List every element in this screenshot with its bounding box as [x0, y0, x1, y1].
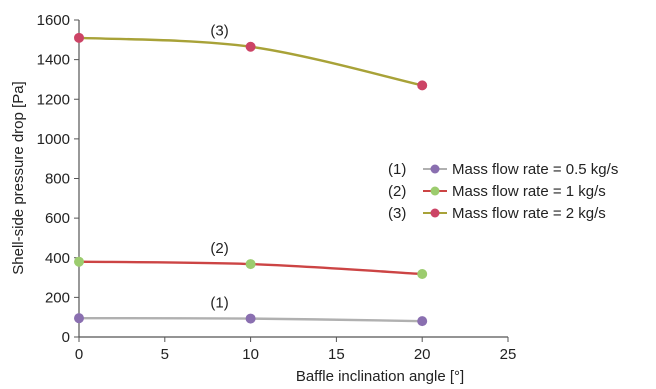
y-tick-label: 1000 [37, 131, 70, 148]
x-ticks: 0 5 10 15 20 25 [75, 337, 517, 363]
legend-label: Mass flow rate = 2 kg/s [452, 205, 606, 222]
series-tag: (1) [210, 295, 228, 312]
data-point [417, 268, 428, 279]
x-tick-label: 0 [75, 346, 83, 363]
axes [78, 20, 508, 338]
y-tick-label: 1200 [37, 91, 70, 108]
y-tick-label: 200 [45, 289, 70, 306]
data-point [245, 313, 256, 324]
y-axis-title: Shell-side pressure drop [Pa] [10, 81, 27, 274]
legend-label: Mass flow rate = 1 kg/s [452, 183, 606, 200]
legend-tag: (2) [388, 183, 406, 200]
data-point [245, 41, 256, 52]
y-tick-label: 1400 [37, 52, 70, 69]
legend-swatch-marker [430, 208, 440, 218]
x-axis-title: Baffle inclination angle [°] [296, 368, 464, 385]
y-tick-label: 800 [45, 171, 70, 188]
series-tags: (1) (2) (3) [210, 23, 228, 312]
y-ticks: 0 200 400 600 800 1000 1200 1400 1600 [37, 12, 79, 346]
legend-swatch-marker [430, 186, 440, 196]
y-tick-label: 400 [45, 250, 70, 267]
data-point [74, 313, 84, 324]
legend-tag: (3) [388, 205, 406, 222]
series-tag: (2) [210, 240, 228, 257]
series-tag: (3) [210, 23, 228, 40]
data-point [74, 256, 84, 267]
legend-tag: (1) [388, 161, 406, 178]
legend: (1) Mass flow rate = 0.5 kg/s (2) Mass flow… [388, 161, 618, 222]
x-tick-label: 15 [328, 346, 345, 363]
y-tick-label: 600 [45, 210, 70, 227]
x-tick-label: 20 [414, 346, 431, 363]
y-tick-label: 1600 [37, 12, 70, 29]
data-point [245, 259, 256, 270]
legend-swatch-marker [430, 164, 440, 174]
y-tick-label: 0 [62, 329, 70, 346]
x-tick-label: 5 [161, 346, 169, 363]
data-point [417, 80, 428, 91]
x-tick-label: 10 [242, 346, 259, 363]
data-point [417, 316, 428, 327]
series-lines [78, 36, 423, 323]
legend-label: Mass flow rate = 0.5 kg/s [452, 161, 618, 178]
data-point [74, 32, 84, 43]
series-points [74, 32, 428, 327]
x-tick-label: 25 [500, 346, 517, 363]
